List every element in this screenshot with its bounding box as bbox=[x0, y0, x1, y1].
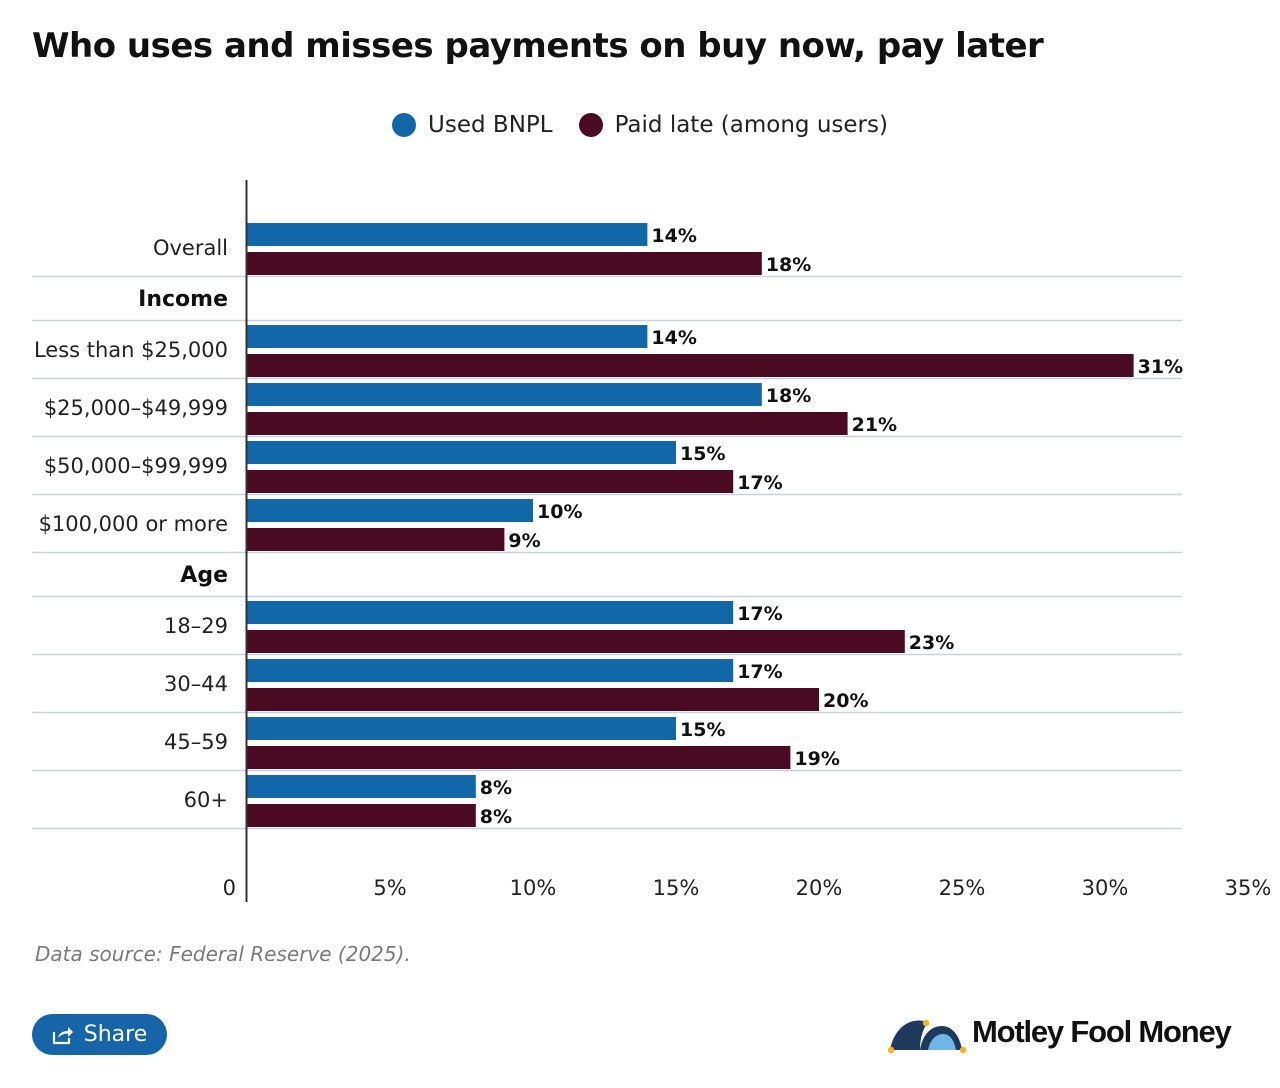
x-tick-label: 25% bbox=[939, 876, 986, 900]
chart-title: Who uses and misses payments on buy now,… bbox=[32, 26, 1044, 66]
bar-used-bnpl bbox=[247, 717, 676, 740]
data-label: 17% bbox=[737, 472, 782, 494]
bar-paid-late bbox=[247, 688, 819, 711]
category-label: Overall bbox=[153, 236, 228, 260]
data-label: 8% bbox=[480, 806, 512, 828]
data-label: 15% bbox=[680, 443, 725, 465]
legend-label-used-bnpl: Used BNPL bbox=[428, 112, 553, 138]
bar-paid-late bbox=[247, 630, 905, 653]
data-source-note: Data source: Federal Reserve (2025). bbox=[35, 942, 411, 966]
legend-label-paid-late: Paid late (among users) bbox=[614, 112, 888, 138]
group-label: Income bbox=[138, 287, 228, 312]
data-label: 17% bbox=[737, 661, 782, 683]
bar-paid-late bbox=[247, 252, 762, 275]
category-label: 30–44 bbox=[164, 672, 228, 696]
share-button[interactable]: Share bbox=[32, 1014, 167, 1055]
data-label: 18% bbox=[766, 254, 811, 276]
legend-swatch-used-bnpl bbox=[392, 113, 417, 137]
x-tick-label: 15% bbox=[653, 876, 700, 900]
data-label: 31% bbox=[1138, 356, 1183, 378]
bar-chart: Overall 14% 18% Income Less than $25,000 14% 3… bbox=[32, 180, 1272, 902]
data-label: 8% bbox=[480, 777, 512, 799]
bar-used-bnpl bbox=[247, 325, 648, 348]
category-label: 45–59 bbox=[164, 730, 228, 754]
legend-swatch-paid-late bbox=[578, 113, 603, 137]
bar-paid-late bbox=[247, 804, 476, 827]
x-tick-label: 5% bbox=[373, 876, 406, 900]
bar-used-bnpl bbox=[247, 223, 648, 246]
bar-paid-late bbox=[247, 354, 1134, 377]
bar-used-bnpl bbox=[247, 499, 533, 522]
bar-paid-late bbox=[247, 412, 848, 435]
bar-paid-late bbox=[247, 470, 734, 493]
data-label: 17% bbox=[737, 603, 782, 625]
bar-used-bnpl bbox=[247, 441, 676, 464]
jester-cap-icon bbox=[887, 1019, 967, 1054]
category-label: $100,000 or more bbox=[39, 512, 228, 536]
x-tick-label: 30% bbox=[1082, 876, 1129, 900]
data-label: 23% bbox=[909, 632, 954, 654]
bar-used-bnpl bbox=[247, 601, 734, 624]
legend: Used BNPL Paid late (among users) bbox=[0, 112, 1280, 138]
x-tick-label: 0 bbox=[223, 876, 236, 900]
data-label: 21% bbox=[852, 414, 897, 436]
data-label: 10% bbox=[537, 501, 582, 523]
bar-used-bnpl bbox=[247, 775, 476, 798]
data-label: 14% bbox=[651, 225, 696, 247]
share-icon bbox=[52, 1026, 73, 1044]
data-label: 19% bbox=[794, 748, 839, 770]
x-tick-label: 20% bbox=[796, 876, 843, 900]
category-label: Less than $25,000 bbox=[34, 338, 228, 362]
category-label: $25,000–$49,999 bbox=[44, 396, 228, 420]
legend-item-used-bnpl: Used BNPL bbox=[392, 112, 553, 138]
data-label: 20% bbox=[823, 690, 868, 712]
bar-paid-late bbox=[247, 746, 791, 769]
category-label: $50,000–$99,999 bbox=[44, 454, 228, 478]
data-label: 15% bbox=[680, 719, 725, 741]
brand-name: Motley Fool Money bbox=[972, 1014, 1232, 1049]
bar-used-bnpl bbox=[247, 383, 762, 406]
share-label: Share bbox=[83, 1022, 148, 1047]
category-label: 60+ bbox=[184, 788, 228, 812]
x-tick-label: 10% bbox=[510, 876, 557, 900]
brand-logo[interactable]: Motley Fool Money bbox=[886, 1010, 1232, 1054]
bar-used-bnpl bbox=[247, 659, 734, 682]
group-label: Age bbox=[180, 563, 228, 588]
data-label: 9% bbox=[508, 530, 540, 552]
category-label: 18–29 bbox=[164, 614, 228, 638]
bar-paid-late bbox=[247, 528, 505, 551]
data-label: 14% bbox=[651, 327, 696, 349]
legend-item-paid-late: Paid late (among users) bbox=[578, 112, 888, 138]
data-label: 18% bbox=[766, 385, 811, 407]
x-tick-label: 35% bbox=[1225, 876, 1272, 900]
